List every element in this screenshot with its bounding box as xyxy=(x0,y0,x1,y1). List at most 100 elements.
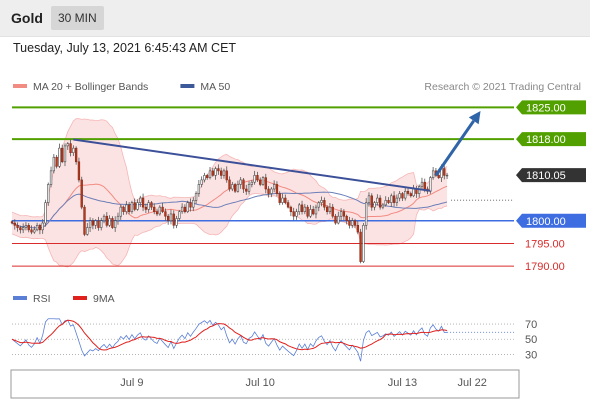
candle xyxy=(55,155,58,169)
candle xyxy=(261,176,265,186)
candle-down xyxy=(127,204,131,212)
legend-swatch xyxy=(180,84,195,88)
candle xyxy=(61,144,64,164)
candle-down xyxy=(443,168,446,176)
target-arrow-head xyxy=(468,110,481,125)
candle-down xyxy=(30,229,33,233)
candle-down xyxy=(83,206,86,235)
candle xyxy=(102,214,106,224)
candle xyxy=(281,193,284,205)
candle xyxy=(19,225,22,234)
candle xyxy=(376,194,379,206)
candle-down xyxy=(211,170,214,176)
candle xyxy=(443,165,446,180)
candle-up xyxy=(192,200,195,208)
candle-down xyxy=(359,231,362,262)
candle xyxy=(370,193,373,211)
candle-down xyxy=(111,218,114,228)
candle-down xyxy=(217,168,220,172)
candle xyxy=(225,166,228,183)
candle-up xyxy=(88,220,92,228)
candle-up xyxy=(41,222,44,231)
level-label-1800.00: 1800.00 xyxy=(526,216,566,228)
candle-up xyxy=(314,206,318,215)
candle xyxy=(331,203,334,219)
candle xyxy=(278,191,281,206)
candle xyxy=(420,177,424,191)
candle-down xyxy=(228,179,231,190)
candle xyxy=(105,212,108,228)
candle-down xyxy=(155,211,159,215)
candle xyxy=(192,197,195,212)
candle-up xyxy=(295,211,298,217)
rsi-level-label: 50 xyxy=(525,334,537,346)
candle-up xyxy=(139,197,142,203)
candle-up xyxy=(367,195,371,203)
candle-down xyxy=(401,193,404,199)
candle xyxy=(139,195,142,207)
candle xyxy=(339,208,343,221)
candle xyxy=(351,217,354,229)
candle-down xyxy=(183,206,187,212)
legend-swatch xyxy=(13,84,27,88)
candle xyxy=(186,200,189,214)
level-tag-1818.00: 1818.00 xyxy=(516,132,586,147)
candle-up xyxy=(339,211,343,217)
candle xyxy=(359,228,362,264)
candle xyxy=(256,171,259,183)
candle xyxy=(208,166,212,180)
candle xyxy=(390,193,393,207)
candle-up xyxy=(272,184,276,190)
candle xyxy=(309,204,312,218)
candle xyxy=(284,194,287,205)
candle xyxy=(200,176,203,188)
x-tick-label: Jul 10 xyxy=(246,377,275,389)
candle xyxy=(94,219,97,229)
candle-down xyxy=(19,227,22,231)
candle xyxy=(69,139,72,157)
rsi-legend-label: 9MA xyxy=(93,293,115,305)
candle xyxy=(119,204,122,220)
candle xyxy=(406,188,410,196)
candle-down xyxy=(189,202,192,208)
level-tag-1800.00: 1800.00 xyxy=(516,213,586,228)
candle xyxy=(286,200,290,209)
level-label-last: 1810.05 xyxy=(516,168,586,183)
candle xyxy=(136,199,139,211)
candle-up xyxy=(47,184,50,203)
candle xyxy=(348,216,351,229)
candle-up xyxy=(158,206,161,215)
candle xyxy=(233,182,237,194)
candle-up xyxy=(420,181,424,188)
candle-up xyxy=(445,174,449,177)
candle-up xyxy=(178,211,181,219)
candle xyxy=(141,193,145,212)
candle xyxy=(127,201,131,215)
candle-down xyxy=(325,206,329,212)
candle xyxy=(58,143,61,169)
candle-down xyxy=(387,200,390,203)
candle-up xyxy=(102,215,106,222)
candle-up xyxy=(431,170,435,178)
candle-down xyxy=(275,184,279,194)
rsi-ma-line xyxy=(11,319,448,351)
candle-up xyxy=(119,206,122,217)
candle xyxy=(345,214,348,225)
candle xyxy=(172,210,175,229)
candle xyxy=(63,143,67,167)
candle-up xyxy=(208,170,212,178)
candle xyxy=(401,191,404,201)
candle-up xyxy=(52,156,55,172)
candle xyxy=(130,200,134,214)
candle xyxy=(24,222,28,231)
candle xyxy=(74,146,78,165)
candle xyxy=(161,202,164,214)
rsi-panel: RSI 9MA 70 50 30 xyxy=(11,293,537,361)
candle-up xyxy=(21,227,25,231)
candle-up xyxy=(222,170,226,176)
level-label-1825.00: 1825.00 xyxy=(526,102,566,114)
timeframe-button[interactable]: 30 MIN xyxy=(51,6,104,30)
candle-down xyxy=(370,195,373,208)
candle xyxy=(334,213,337,225)
